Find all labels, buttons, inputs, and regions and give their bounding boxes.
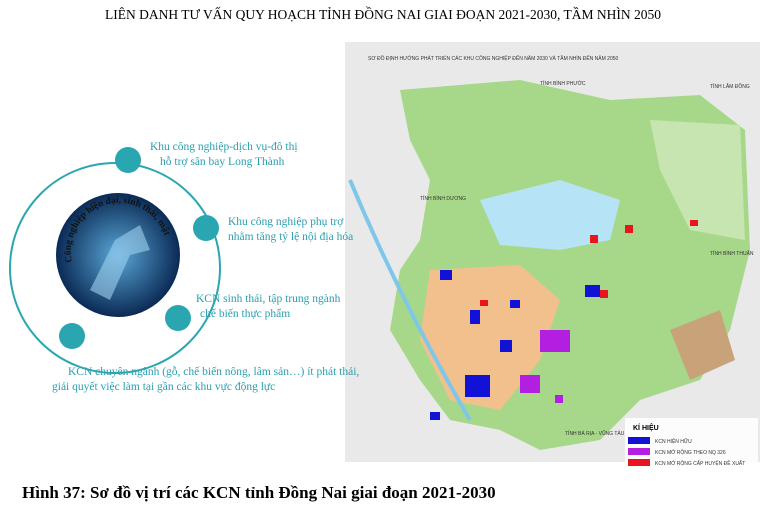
- place-label: TỈNH BÀ RỊA - VŨNG TÀU: [565, 430, 625, 437]
- river: [348, 179, 472, 422]
- place-label: TỈNH BÌNH THUẬN: [710, 250, 754, 257]
- robot-arm: [90, 225, 150, 300]
- place-label: TỈNH BÌNH DƯƠNG: [420, 195, 466, 202]
- legend-label: KCN HIỆN HỮU: [655, 437, 692, 445]
- kcn-existing: [430, 270, 600, 420]
- legend-swatch: [628, 437, 650, 444]
- lake: [480, 180, 620, 250]
- kcn-district: [480, 220, 698, 306]
- urban: [420, 265, 560, 410]
- place-label: TỈNH LÂM ĐỒNG: [710, 83, 750, 90]
- caption: Hình 37: Sơ đồ vị trí các KCN tỉnh Đồng …: [22, 483, 496, 502]
- legend-swatch: [628, 459, 650, 466]
- legend: KÍ HIỆU KCN HIỆN HỮU KCN MỞ RỘNG THEO NQ 3…: [628, 423, 745, 467]
- header-title: LIÊN DANH TƯ VẤN QUY HOẠCH TỈNH ĐỒNG NAI…: [105, 7, 661, 22]
- legend-label: KCN MỞ RỘNG THEO NQ 326: [655, 449, 726, 456]
- item-text: Khu công nghiệp-dịch vụ-đô thị: [150, 141, 298, 153]
- item-text: giải quyết việc làm tại gần các khu vực …: [52, 380, 275, 393]
- item-text: nhằm tăng tỷ lệ nội địa hóa: [228, 230, 353, 243]
- hill: [670, 310, 735, 380]
- place-label: TỈNH BÌNH PHƯỚC: [540, 80, 586, 87]
- map-title: SƠ ĐỒ ĐỊNH HƯỚNG PHÁT TRIỂN CÁC KHU CÔNG…: [368, 54, 619, 62]
- icons: [59, 147, 219, 349]
- legend-title: KÍ HIỆU: [633, 423, 659, 432]
- ring: [9, 162, 221, 374]
- item-text: chế biến thực phẩm: [200, 307, 290, 320]
- item-text: Khu công nghiệp phụ trợ: [228, 216, 344, 228]
- item-text: KCN sinh thái, tập trung ngành: [196, 293, 341, 305]
- legend-label: KCN MỞ RỘNG CẤP HUYỆN ĐỀ XUẤT: [655, 459, 745, 467]
- kcn-nq326: [520, 330, 570, 403]
- forest: [650, 120, 745, 240]
- item-text: KCN chuyên ngành (gỗ, chế biến nông, lâm…: [68, 365, 359, 378]
- legend-swatch: [628, 448, 650, 455]
- item-text: hỗ trợ sân bay Long Thành: [160, 155, 285, 168]
